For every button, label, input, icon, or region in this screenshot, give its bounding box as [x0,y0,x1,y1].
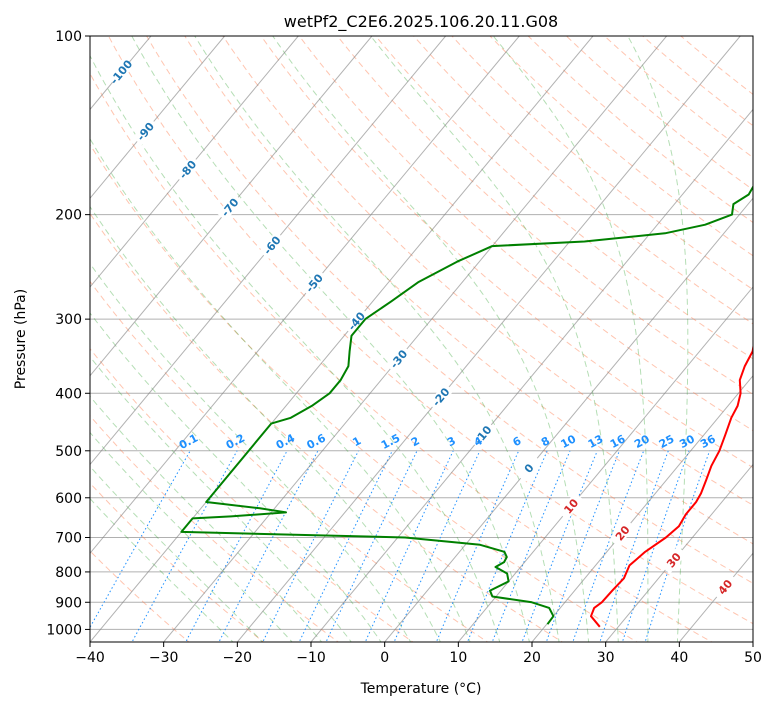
x-tick-label: −30 [149,650,179,666]
x-tick-label: −10 [296,650,326,666]
y-tick-label: 100 [55,29,82,45]
x-tick-label: 50 [744,650,762,666]
y-axis-label: Pressure (hPa) [13,289,29,389]
y-tick-label: 1000 [46,622,82,638]
y-tick-label: 300 [55,312,82,328]
y-tick-label: 700 [55,531,82,547]
x-tick-label: 0 [380,650,389,666]
x-tick-label: −20 [223,650,253,666]
y-tick-label: 400 [55,386,82,402]
y-tick-label: 200 [55,208,82,224]
x-tick-label: 20 [523,650,541,666]
x-tick-label: −40 [75,650,105,666]
x-axis-label: Temperature (°C) [360,681,482,697]
x-tick-label: 10 [449,650,467,666]
chart-title: wetPf2_C2E6.2025.106.20.11.G08 [284,12,558,32]
x-tick-label: 40 [670,650,688,666]
x-tick-label: 30 [597,650,615,666]
y-tick-label: 600 [55,491,82,507]
y-tick-label: 800 [55,565,82,581]
y-tick-label: 500 [55,444,82,460]
y-tick-label: 900 [55,595,82,611]
